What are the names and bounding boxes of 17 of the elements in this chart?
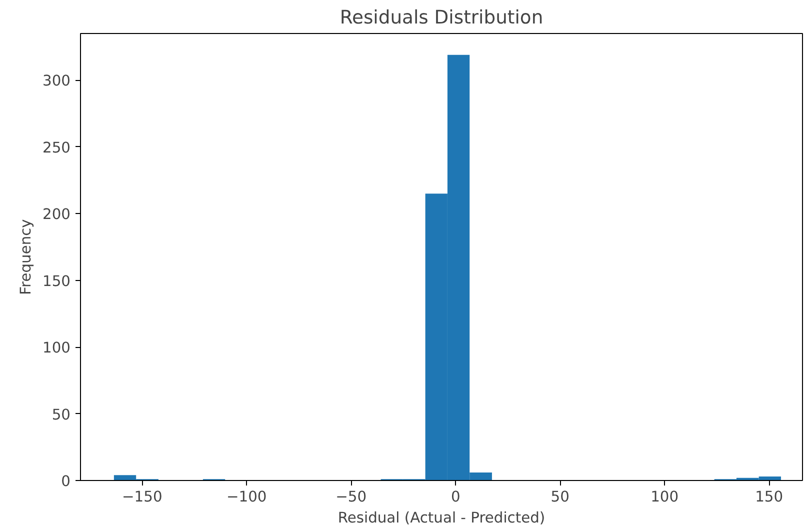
x-tick-label: 50: [550, 488, 570, 506]
x-tick-label: −150: [122, 488, 162, 506]
x-tick-label: 100: [650, 488, 679, 506]
x-tick-label: −100: [226, 488, 267, 506]
x-tick-label: 150: [755, 488, 784, 506]
y-tick-label: 250: [42, 139, 71, 156]
y-tick-label: 200: [42, 206, 71, 224]
y-tick-label: 100: [42, 340, 71, 357]
y-tick-label: 300: [42, 72, 71, 90]
x-axis-title: Residual (Actual - Predicted): [338, 510, 546, 526]
x-tick-label: 0: [450, 488, 460, 506]
x-tick-label: −50: [336, 488, 367, 506]
y-tick-label: 150: [42, 272, 71, 290]
y-tick-label: 50: [52, 406, 71, 424]
y-axis-title: Frequency: [18, 218, 35, 295]
y-tick-label: 0: [61, 473, 71, 490]
chart-title: Residuals Distribution: [340, 8, 544, 28]
